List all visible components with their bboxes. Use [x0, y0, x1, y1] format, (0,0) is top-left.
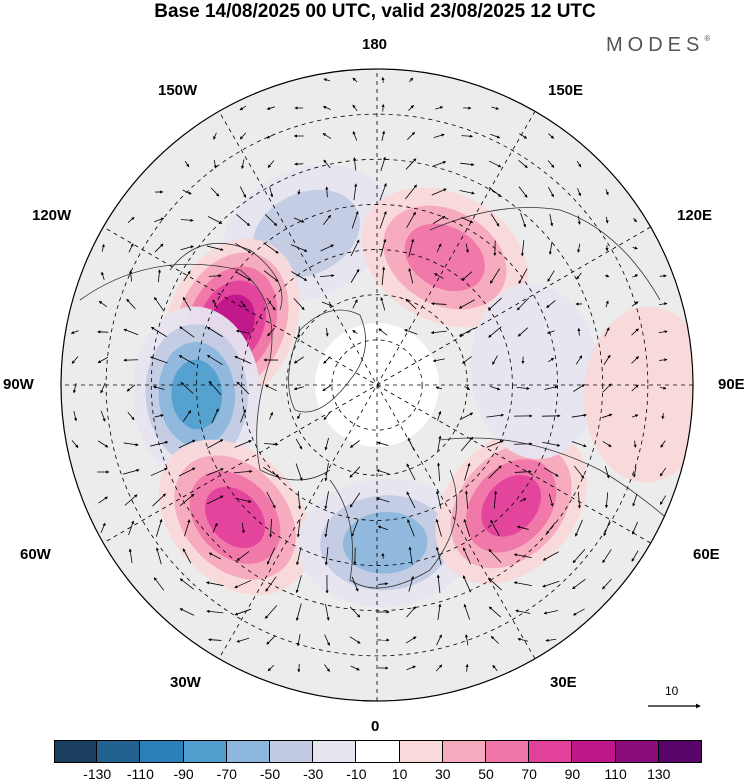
lon-label-120w: 120W — [32, 207, 71, 224]
lon-label-90w: 90W — [3, 376, 34, 393]
colorbar-tick-label: -90 — [164, 766, 204, 782]
colorbar-frame — [54, 740, 702, 763]
colorbar-tick-label: 70 — [509, 766, 549, 782]
lon-label-90e: 90E — [718, 376, 745, 393]
wind-vector — [383, 553, 384, 558]
lon-label-30e: 30E — [550, 674, 577, 691]
lon-label-180: 180 — [362, 36, 387, 53]
wind-vector — [299, 664, 300, 672]
wind-vector — [383, 105, 384, 112]
colorbar-tick-label: 50 — [466, 766, 506, 782]
colorbar-tick-label: -50 — [250, 766, 290, 782]
reference-vector-label: 10 — [665, 684, 678, 698]
lon-label-150e: 150E — [548, 82, 583, 99]
lon-label-60w: 60W — [20, 546, 51, 563]
colorbar-tick-label: 110 — [596, 766, 636, 782]
colorbar-tick-label: 10 — [380, 766, 420, 782]
colorbar-tick-label: 130 — [639, 766, 679, 782]
lon-label-60e: 60E — [693, 546, 720, 563]
colorbar-tick-label: 90 — [552, 766, 592, 782]
colorbar-tick-label: -30 — [293, 766, 333, 782]
lon-label-150w: 150W — [158, 82, 197, 99]
colorbar-tick-label: -70 — [207, 766, 247, 782]
polar-map — [0, 0, 750, 783]
colorbar-tick-label: -10 — [336, 766, 376, 782]
lon-label-30w: 30W — [170, 674, 201, 691]
colorbar-tick-label: -130 — [77, 766, 117, 782]
lon-label-120e: 120E — [677, 207, 712, 224]
colorbar-tick-label: -110 — [120, 766, 160, 782]
wind-vector — [514, 444, 532, 445]
lon-label-0: 0 — [371, 718, 379, 735]
colorbar-tick-label: 30 — [423, 766, 463, 782]
